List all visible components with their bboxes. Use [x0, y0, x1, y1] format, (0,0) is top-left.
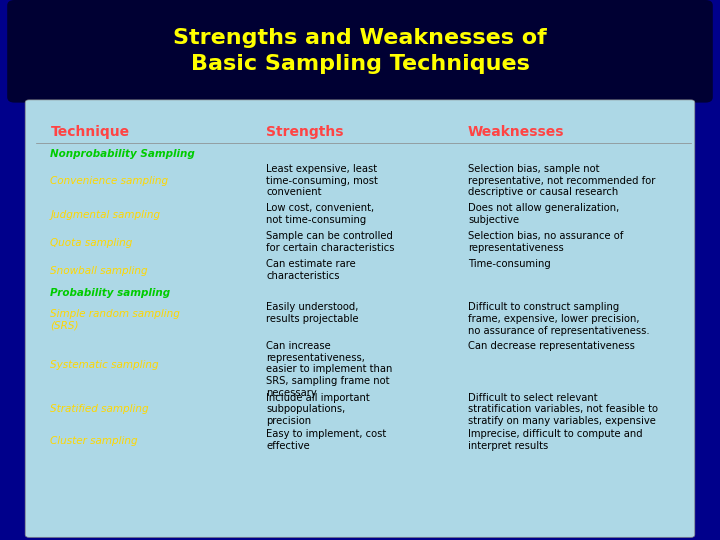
Text: Quota sampling: Quota sampling [50, 238, 132, 248]
Text: Difficult to construct sampling
frame, expensive, lower precision,
no assurance : Difficult to construct sampling frame, e… [468, 302, 649, 335]
Text: Can estimate rare
characteristics: Can estimate rare characteristics [266, 259, 356, 281]
Text: Stratified sampling: Stratified sampling [50, 404, 149, 414]
FancyBboxPatch shape [25, 100, 695, 537]
Text: Easy to implement, cost
effective: Easy to implement, cost effective [266, 429, 387, 451]
Text: Weaknesses: Weaknesses [468, 125, 564, 139]
Text: Judgmental sampling: Judgmental sampling [50, 210, 161, 220]
Text: Systematic sampling: Systematic sampling [50, 360, 159, 370]
Text: Cluster sampling: Cluster sampling [50, 436, 138, 446]
Text: Nonprobability Sampling: Nonprobability Sampling [50, 150, 195, 159]
Text: Time-consuming: Time-consuming [468, 259, 551, 269]
Text: Least expensive, least
time-consuming, most
convenient: Least expensive, least time-consuming, m… [266, 164, 378, 197]
Text: Convenience sampling: Convenience sampling [50, 177, 168, 186]
Text: Can decrease representativeness: Can decrease representativeness [468, 341, 635, 352]
Text: Low cost, convenient,
not time-consuming: Low cost, convenient, not time-consuming [266, 203, 374, 225]
Text: Sample can be controlled
for certain characteristics: Sample can be controlled for certain cha… [266, 231, 395, 253]
Text: Technique: Technique [50, 125, 130, 139]
Text: Difficult to select relevant
stratification variables, not feasible to
stratify : Difficult to select relevant stratificat… [468, 393, 658, 426]
Text: Include all important
subpopulations,
precision: Include all important subpopulations, pr… [266, 393, 370, 426]
Text: Snowball sampling: Snowball sampling [50, 266, 148, 276]
Text: Simple random sampling
(SRS): Simple random sampling (SRS) [50, 309, 180, 330]
Text: Selection bias, no assurance of
representativeness: Selection bias, no assurance of represen… [468, 231, 624, 253]
FancyBboxPatch shape [7, 0, 713, 103]
Text: Probability sampling: Probability sampling [50, 288, 171, 298]
Text: Can increase
representativeness,
easier to implement than
SRS, sampling frame no: Can increase representativeness, easier … [266, 341, 393, 397]
Text: Easily understood,
results projectable: Easily understood, results projectable [266, 302, 359, 324]
Text: Does not allow generalization,
subjective: Does not allow generalization, subjectiv… [468, 203, 619, 225]
Text: Strengths: Strengths [266, 125, 344, 139]
Text: Selection bias, sample not
representative, not recommended for
descriptive or ca: Selection bias, sample not representativ… [468, 164, 655, 197]
Text: Strengths and Weaknesses of
Basic Sampling Techniques: Strengths and Weaknesses of Basic Sampli… [173, 28, 547, 75]
Text: Imprecise, difficult to compute and
interpret results: Imprecise, difficult to compute and inte… [468, 429, 643, 451]
